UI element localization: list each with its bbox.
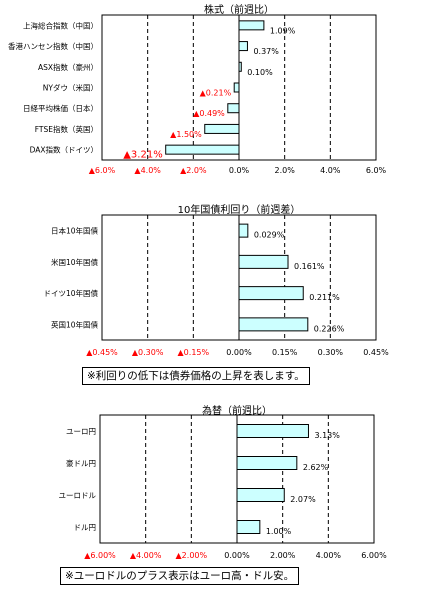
bar xyxy=(238,286,304,301)
tick-label: ▲0.45% xyxy=(86,348,118,357)
category-label: 日経平均株価（日本） xyxy=(23,103,98,113)
bar xyxy=(238,317,309,332)
value-label: ▲1.50% xyxy=(170,130,202,139)
tick-label: 0.00% xyxy=(224,551,250,560)
value-label: ▲3.21% xyxy=(123,150,162,161)
value-label: 3.13% xyxy=(314,431,340,440)
value-label: 0.226% xyxy=(314,324,345,333)
chart-title: 10年国債利回り（前週差） xyxy=(178,203,301,216)
value-label: 0.161% xyxy=(294,262,325,271)
category-label: ユーロ円 xyxy=(66,427,96,436)
value-label: 2.07% xyxy=(290,495,316,504)
bar xyxy=(238,223,249,238)
tick-label: ▲0.15% xyxy=(178,348,210,357)
chart-title: 為替（前週比） xyxy=(202,404,272,417)
category-label: ドイツ10年国債 xyxy=(43,288,98,298)
tick-label: 0.00% xyxy=(226,348,252,357)
category-label: 日本10年国債 xyxy=(51,226,99,236)
bar xyxy=(238,41,248,52)
category-label: 英国10年国債 xyxy=(51,319,99,329)
tick-label: 6.0% xyxy=(366,166,387,175)
tick-label: ▲4.00% xyxy=(130,551,162,560)
value-label: 0.211% xyxy=(309,293,340,302)
bar xyxy=(236,520,261,534)
bar xyxy=(227,103,240,114)
value-label: 2.62% xyxy=(303,463,329,472)
tick-label: 2.00% xyxy=(270,551,296,560)
tick-label: ▲6.00% xyxy=(84,551,116,560)
category-label: 上海総合指数（中国） xyxy=(23,20,98,30)
value-label: 1.00% xyxy=(266,527,292,536)
bar xyxy=(204,123,240,134)
tick-label: 0.0% xyxy=(229,166,250,175)
tick-label: 4.0% xyxy=(320,166,341,175)
category-label: ドル円 xyxy=(74,523,97,532)
category-label: NYダウ（米国） xyxy=(43,83,98,93)
bar xyxy=(238,61,242,72)
tick-label: ▲6.0% xyxy=(89,166,116,175)
bar xyxy=(236,488,285,502)
tick-label: ▲2.0% xyxy=(180,166,207,175)
category-label: ASX指数（豪州） xyxy=(38,62,98,72)
value-label: 0.029% xyxy=(254,231,285,240)
tick-label: 2.0% xyxy=(275,166,296,175)
bar xyxy=(238,254,289,269)
tick-label: 0.15% xyxy=(272,348,298,357)
category-label: 米国10年国債 xyxy=(51,257,99,267)
value-label: ▲0.49% xyxy=(193,109,225,118)
value-label: 0.10% xyxy=(247,68,273,77)
chart-title: 株式（前週比） xyxy=(204,3,274,16)
category-label: DAX指数（ドイツ） xyxy=(30,145,98,155)
value-label: 1.09% xyxy=(270,26,296,35)
tick-label: ▲0.30% xyxy=(132,348,164,357)
tick-label: 0.30% xyxy=(318,348,344,357)
category-label: FTSE指数（英国） xyxy=(35,124,98,134)
bar xyxy=(236,456,298,470)
tick-label: 6.00% xyxy=(361,551,387,560)
bar xyxy=(238,20,265,31)
tick-label: ▲2.00% xyxy=(176,551,208,560)
tick-label: ▲4.0% xyxy=(134,166,161,175)
bar xyxy=(165,144,240,155)
category-label: ユーロドル xyxy=(59,491,97,500)
tick-label: 0.45% xyxy=(363,348,389,357)
value-label: ▲0.21% xyxy=(200,89,232,98)
tick-label: 4.00% xyxy=(316,551,342,560)
note-fx: ※ユーロドルのプラス表示はユーロ高・ドル安。 xyxy=(60,567,300,585)
category-label: 香港ハンセン指数（中国） xyxy=(8,41,98,51)
category-label: 豪ドル円 xyxy=(66,458,96,468)
bar xyxy=(233,82,240,93)
note-yield: ※利回りの低下は債券価格の上昇を表します。 xyxy=(82,367,310,385)
value-label: 0.37% xyxy=(253,47,279,56)
bar xyxy=(236,424,309,438)
